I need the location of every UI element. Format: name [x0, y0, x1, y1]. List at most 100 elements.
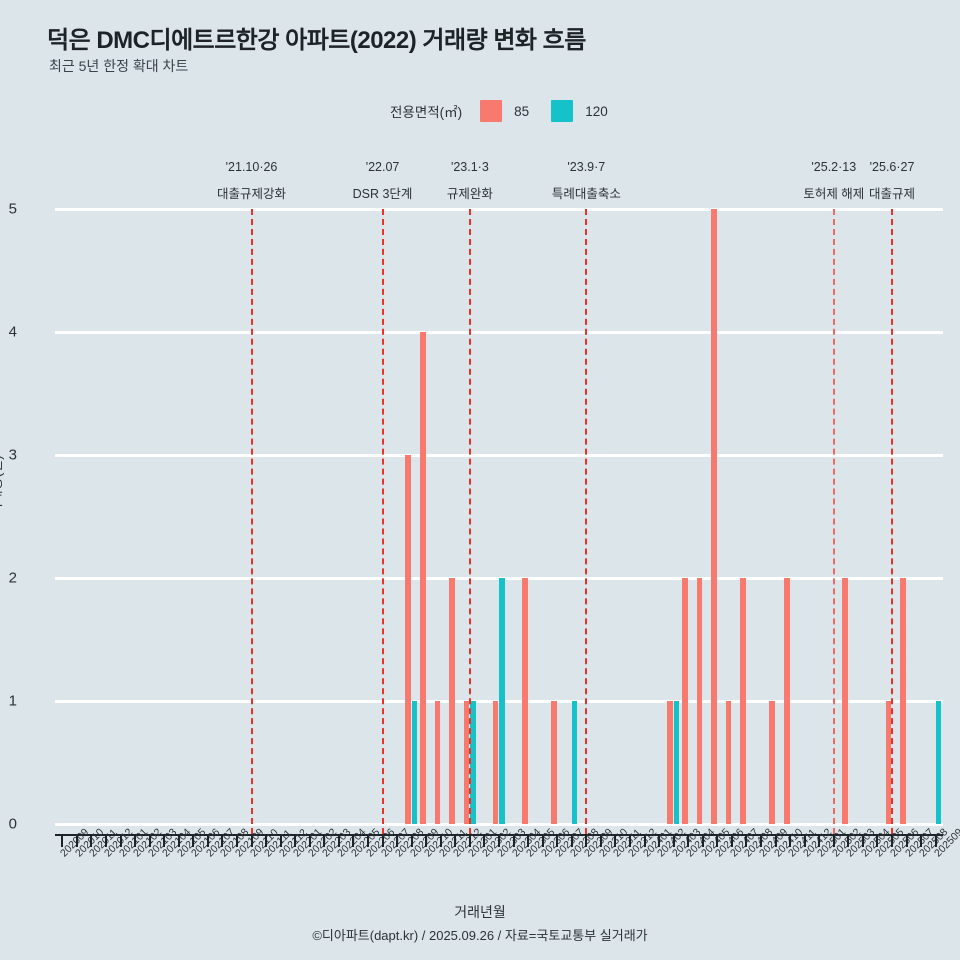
- bar-85-202410[interactable]: [769, 701, 775, 824]
- x-tick-202211: [439, 836, 442, 847]
- x-tick-202301: [468, 836, 471, 847]
- bar-85-202405[interactable]: [696, 578, 703, 824]
- x-tick-202103: [148, 836, 151, 847]
- x-tick-202105: [177, 836, 180, 847]
- bar-120-202303[interactable]: [499, 578, 505, 824]
- x-tick-202304: [512, 836, 515, 847]
- x-tick-202502: [832, 836, 835, 847]
- bar-85-202210[interactable]: [419, 332, 426, 824]
- bar-85-202305[interactable]: [521, 578, 528, 824]
- x-tick-202311: [614, 836, 617, 847]
- y-tick-label-1: 1: [8, 692, 17, 710]
- x-tick-202303: [498, 836, 500, 847]
- bar-85-202403[interactable]: [667, 701, 674, 824]
- x-tick-202203: [323, 836, 326, 847]
- event-date-202502: '25.2·13: [811, 160, 857, 174]
- x-tick-202212: [454, 836, 457, 847]
- page-subtitle: 최근 5년 한정 확대 차트: [49, 58, 189, 74]
- event-name-202506: 대출규제: [869, 187, 916, 201]
- x-tick-202109: [235, 836, 238, 847]
- x-tick-202302: [483, 836, 486, 847]
- y-tick-label-3: 3: [8, 446, 17, 464]
- x-tick-202503: [847, 836, 850, 847]
- x-tick-202111: [265, 836, 268, 847]
- x-tick-202305: [527, 836, 530, 847]
- gridline-5: [55, 207, 943, 211]
- x-tick-202406: [716, 836, 719, 847]
- bar-85-202307[interactable]: [550, 701, 557, 824]
- event-name-202502: 토허제 해제: [803, 187, 865, 201]
- bar-120-202308[interactable]: [571, 701, 578, 824]
- bar-85-202406[interactable]: [711, 209, 717, 824]
- x-tick-202509: [934, 836, 937, 847]
- y-axis-label: 거래량(건): [0, 455, 4, 516]
- x-axis-line: [55, 834, 943, 836]
- y-tick-label-5: 5: [8, 200, 17, 218]
- event-name-202110: 대출규제강화: [217, 187, 287, 201]
- x-tick-202012: [104, 836, 107, 847]
- x-tick-202204: [337, 836, 340, 847]
- x-tick-202101: [119, 836, 122, 847]
- x-tick-202401: [643, 836, 646, 847]
- x-tick-202501: [818, 836, 821, 847]
- bar-85-202503[interactable]: [842, 578, 848, 824]
- event-name-202301: 규제완화: [446, 187, 493, 201]
- bar-85-202212[interactable]: [449, 578, 455, 824]
- bar-85-202411[interactable]: [783, 578, 790, 824]
- x-tick-202306: [541, 836, 544, 847]
- event-name-202309: 특례대출축소: [551, 187, 621, 201]
- event-line-202207: [381, 209, 384, 834]
- x-tick-202206: [366, 836, 369, 847]
- x-tick-202106: [192, 836, 195, 847]
- x-tick-202410: [774, 836, 777, 847]
- x-tick-202104: [163, 836, 166, 847]
- bar-85-202507[interactable]: [900, 578, 906, 824]
- legend-item-85[interactable]: 85: [480, 100, 529, 122]
- x-tick-202312: [629, 836, 632, 847]
- x-tick-202506: [891, 836, 894, 847]
- gridline-3: [55, 453, 943, 457]
- gridline-0: [55, 822, 943, 826]
- x-tick-202505: [876, 836, 879, 847]
- event-line-202309: [585, 209, 588, 834]
- bar-85-202209[interactable]: [405, 455, 412, 824]
- bar-85-202404[interactable]: [681, 578, 688, 824]
- x-tick-202210: [425, 836, 428, 847]
- legend-title: 전용면적(㎡): [390, 105, 463, 120]
- x-tick-202110: [250, 836, 253, 847]
- x-tick-202307: [556, 836, 559, 847]
- event-date-202301: '23.1·3: [450, 160, 489, 174]
- bar-85-202407[interactable]: [725, 701, 732, 824]
- legend-item-120[interactable]: 120: [551, 100, 608, 122]
- legend-label-120: 120: [585, 103, 608, 119]
- page-title: 덕은 DMC디에트르한강 아파트(2022) 거래량 변화 흐름: [47, 27, 586, 54]
- x-tick-202108: [221, 836, 224, 847]
- x-tick-202508: [920, 836, 923, 847]
- event-date-202207: '22.07: [365, 160, 400, 174]
- x-tick-202201: [294, 836, 297, 847]
- bar-85-202211[interactable]: [434, 701, 441, 824]
- legend-swatch-85: [480, 100, 503, 122]
- bar-120-202509[interactable]: [935, 701, 942, 824]
- x-tick-202309: [585, 836, 588, 847]
- x-tick-202412: [803, 836, 806, 847]
- event-date-202309: '23.9·7: [567, 160, 606, 174]
- bar-120-202403[interactable]: [673, 701, 680, 824]
- x-tick-202011: [90, 836, 93, 847]
- event-date-202110: '21.10·26: [225, 160, 278, 174]
- bar-85-202301[interactable]: [463, 701, 470, 824]
- x-tick-202402: [658, 836, 661, 847]
- bar-85-202408[interactable]: [740, 578, 746, 824]
- x-tick-202308: [570, 836, 573, 847]
- bar-120-202301[interactable]: [469, 701, 476, 824]
- x-axis-label: 거래년월: [454, 904, 506, 920]
- x-tick-202504: [861, 836, 864, 847]
- bar-85-202506[interactable]: [885, 701, 892, 824]
- bar-85-202303[interactable]: [492, 701, 499, 824]
- legend-swatch-120: [551, 100, 574, 122]
- chart-legend: 전용면적(㎡) 85 120: [390, 100, 630, 122]
- x-tick-202208: [396, 836, 399, 847]
- footer-credit: ©디아파트(dapt.kr) / 2025.09.26 / 자료=국토교통부 실…: [312, 928, 648, 943]
- bar-120-202209[interactable]: [411, 701, 418, 824]
